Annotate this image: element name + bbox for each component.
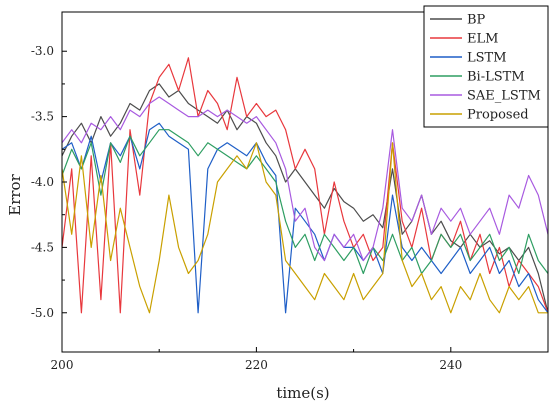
legend-label: ELM xyxy=(467,32,498,47)
legend-box xyxy=(423,5,549,128)
y-tick-label: -4.0 xyxy=(31,175,54,189)
x-axis-label: time(s) xyxy=(276,384,329,402)
y-tick-label: -3.0 xyxy=(31,44,54,58)
series-line-sae-lstm xyxy=(62,96,548,262)
axes-layer: 200 220 240 -3.0 -3.5 -4.0 -4.5 -5.0 xyxy=(31,44,462,372)
series-line-bi-lstm xyxy=(62,129,548,275)
legend-label: BP xyxy=(467,13,486,28)
legend-label: SAE_LSTM xyxy=(467,89,541,104)
series-line-bp xyxy=(62,83,548,313)
y-tick-label: -5.0 xyxy=(31,306,54,320)
y-tick-label: -3.5 xyxy=(31,110,54,124)
x-tick-label: 240 xyxy=(439,358,462,372)
legend-label: Proposed xyxy=(467,108,529,123)
y-axis-label: Error xyxy=(6,173,24,215)
legend: BP ELM LSTM Bi-LSTM SAE_LSTM Proposed xyxy=(423,5,549,128)
series-line-lstm xyxy=(62,122,548,314)
legend-label: LSTM xyxy=(467,51,507,66)
y-tick-label: -4.5 xyxy=(31,240,54,254)
series-layer xyxy=(62,57,548,314)
series-line-elm xyxy=(62,57,548,314)
x-tick-label: 220 xyxy=(245,358,268,372)
series-line-proposed xyxy=(62,142,548,314)
legend-label: Bi-LSTM xyxy=(467,70,525,85)
x-tick-label: 200 xyxy=(51,358,74,372)
